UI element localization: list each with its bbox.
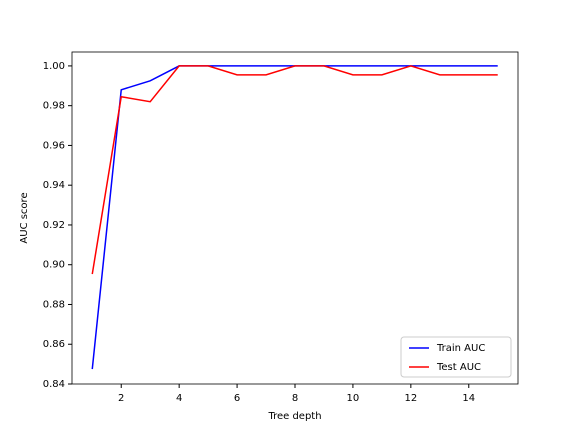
legend-label: Train AUC: [436, 343, 485, 354]
y-tick-label: 0.88: [43, 299, 65, 310]
y-tick-label: 0.94: [43, 180, 65, 191]
y-tick-label: 0.96: [43, 140, 65, 151]
y-tick-label: 0.98: [43, 101, 65, 112]
x-tick-label: 14: [462, 393, 475, 404]
line: [91, 65, 498, 370]
y-tick-label: 0.84: [43, 379, 65, 390]
y-tick-label: 0.90: [43, 260, 65, 271]
y-axis-label: AUC score: [19, 192, 30, 243]
x-tick-label: 8: [292, 393, 298, 404]
x-tick-label: 12: [404, 393, 417, 404]
y-tick-label: 0.86: [43, 339, 65, 350]
x-tick-label: 2: [118, 393, 124, 404]
x-tick-label: 4: [176, 393, 182, 404]
x-axis-label: Tree depth: [267, 411, 321, 422]
plot-frame: [71, 51, 519, 385]
y-tick-label: 0.92: [43, 220, 65, 231]
line: [91, 65, 498, 275]
y-tick-label: 1.00: [43, 61, 65, 72]
x-tick-label: 6: [234, 393, 240, 404]
legend-label: Test AUC: [436, 362, 481, 373]
x-tick-label: 10: [347, 393, 360, 404]
